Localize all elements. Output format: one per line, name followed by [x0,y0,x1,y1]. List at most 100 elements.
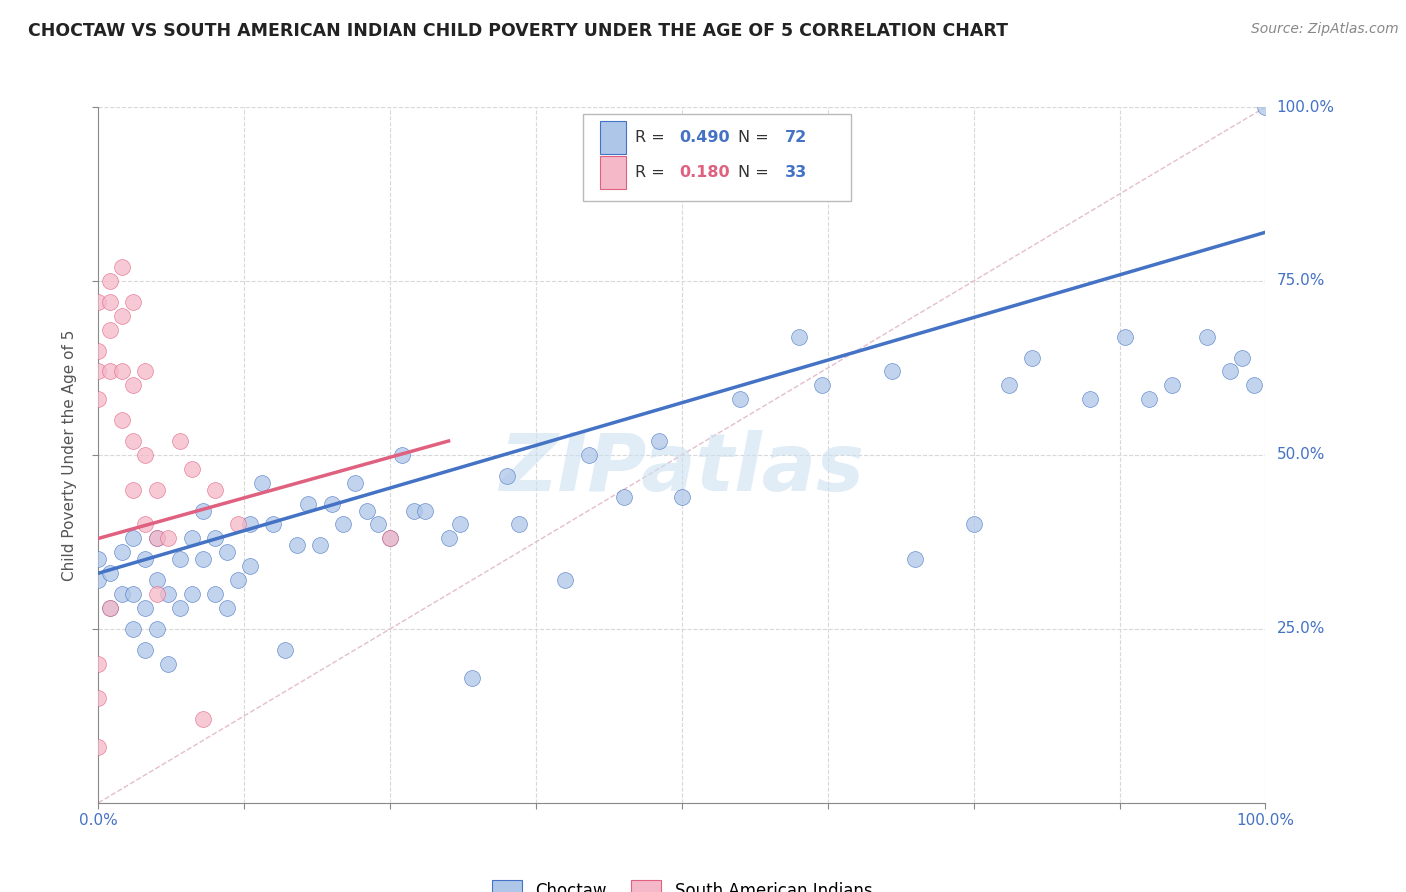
Point [309,538,332,552]
Point [134,448,156,462]
Point [134,552,156,566]
Text: 72: 72 [785,130,807,145]
Text: R =: R = [636,130,671,145]
Point [880,364,903,378]
Point [1195,329,1218,343]
Point [239,517,262,532]
Point [962,517,984,532]
Point [378,532,402,546]
Point [87,657,110,671]
Point [239,559,262,574]
Point [180,532,202,546]
Point [578,448,600,462]
Point [332,517,354,532]
Point [193,712,215,726]
Point [146,573,169,587]
Point [111,260,134,274]
Text: N =: N = [738,130,773,145]
Point [402,503,425,517]
Point [508,517,530,532]
Legend: Choctaw, South American Indians: Choctaw, South American Indians [485,874,879,892]
Point [1243,378,1265,392]
Point [671,490,693,504]
Point [378,532,402,546]
Point [134,642,156,657]
Point [122,483,145,497]
Point [87,364,110,378]
Point [146,587,169,601]
Point [169,601,191,615]
Point [367,517,389,532]
Text: ZIPatlas: ZIPatlas [499,430,865,508]
Point [122,294,145,309]
Point [111,587,134,601]
Point [98,294,121,309]
Point [215,601,238,615]
Point [146,532,169,546]
Point [87,343,110,358]
Text: Source: ZipAtlas.com: Source: ZipAtlas.com [1251,22,1399,37]
Point [1161,378,1184,392]
Point [111,413,134,427]
Point [111,545,134,559]
Point [391,448,413,462]
Point [1254,100,1277,114]
Point [98,601,121,615]
Point [98,601,121,615]
FancyBboxPatch shape [582,114,851,201]
Point [122,532,145,546]
Point [193,503,215,517]
Point [356,503,378,517]
Point [554,573,576,587]
Point [1021,351,1043,365]
Point [1230,351,1253,365]
Text: 100.0%: 100.0% [1277,100,1334,114]
Point [111,309,134,323]
Point [437,532,460,546]
Point [169,434,191,448]
Point [285,538,308,552]
Point [413,503,436,517]
Point [169,552,191,566]
Point [904,552,927,566]
Point [228,517,250,532]
Point [180,462,202,476]
Text: 0.180: 0.180 [679,165,730,180]
Point [146,622,169,636]
Bar [600,121,626,154]
Point [146,483,169,497]
Point [111,364,134,378]
Text: CHOCTAW VS SOUTH AMERICAN INDIAN CHILD POVERTY UNDER THE AGE OF 5 CORRELATION CH: CHOCTAW VS SOUTH AMERICAN INDIAN CHILD P… [28,22,1008,40]
Point [262,517,284,532]
Point [1219,364,1241,378]
Point [122,587,145,601]
Point [449,517,471,532]
Point [146,532,169,546]
Point [98,323,121,337]
Point [811,378,834,392]
Point [134,601,156,615]
Point [204,532,226,546]
Text: 25.0%: 25.0% [1277,622,1324,636]
Point [87,691,110,706]
Point [1080,392,1102,407]
Point [87,294,110,309]
Point [274,642,297,657]
Point [787,329,810,343]
Point [87,740,110,755]
Text: 33: 33 [785,165,807,180]
Point [1114,329,1136,343]
Point [730,392,752,407]
Point [495,468,517,483]
Point [98,364,121,378]
Point [98,566,121,581]
Point [297,497,319,511]
Point [87,573,110,587]
Point [180,587,202,601]
Bar [600,156,626,189]
Point [122,434,145,448]
Text: 0.490: 0.490 [679,130,730,145]
Point [134,517,156,532]
Point [997,378,1019,392]
Text: 50.0%: 50.0% [1277,448,1324,462]
